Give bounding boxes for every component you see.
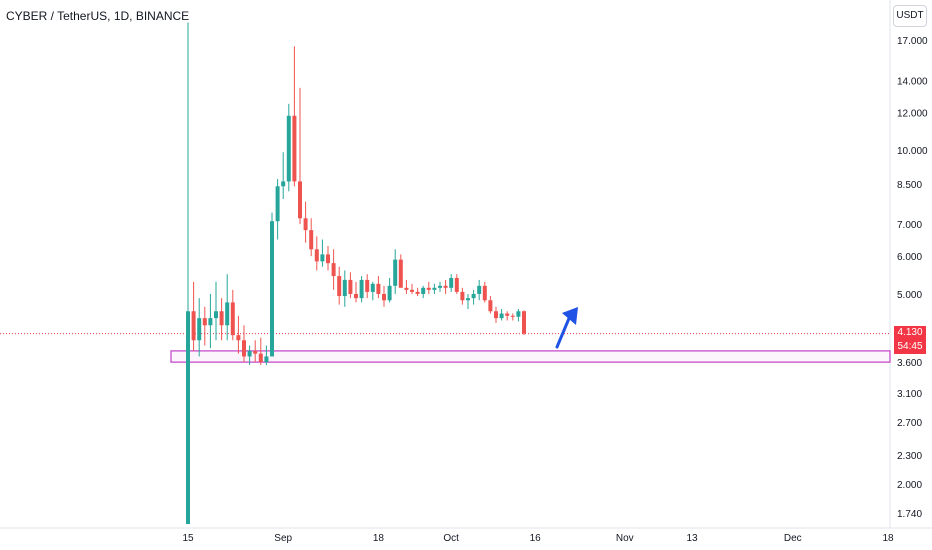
y-tick-label: 12.000 bbox=[897, 108, 928, 119]
candle-body bbox=[354, 293, 358, 299]
y-tick-label: 5.000 bbox=[897, 290, 922, 301]
candle-body bbox=[449, 277, 454, 288]
candle-body bbox=[186, 311, 190, 525]
y-tick-label: 2.300 bbox=[897, 451, 922, 462]
y-tick-label: 2.700 bbox=[897, 418, 922, 429]
candle-body bbox=[242, 340, 246, 357]
candle-body bbox=[258, 353, 263, 363]
candle-body bbox=[214, 311, 218, 319]
x-tick-label: 15 bbox=[182, 533, 194, 544]
candle-body bbox=[309, 230, 314, 250]
candle-body bbox=[314, 249, 319, 262]
y-tick-label: 14.000 bbox=[897, 76, 928, 87]
candle-body bbox=[443, 285, 448, 288]
y-tick-label: 7.000 bbox=[897, 220, 922, 231]
x-tick-label: 13 bbox=[686, 533, 698, 544]
candle-body bbox=[348, 279, 353, 294]
y-tick-label: 17.000 bbox=[897, 36, 928, 47]
candle-body bbox=[365, 279, 370, 292]
candle-body bbox=[286, 115, 291, 182]
candle-body bbox=[191, 311, 196, 341]
chart-title: CYBER / TetherUS, 1D, BINANCE bbox=[6, 9, 190, 23]
x-tick-label: Oct bbox=[443, 533, 459, 544]
candle-body bbox=[516, 311, 521, 317]
y-tick-label: 2.000 bbox=[897, 480, 922, 491]
candle-body bbox=[208, 318, 213, 326]
candle-body bbox=[270, 221, 274, 357]
candle-body bbox=[219, 311, 224, 326]
x-tick-label: Nov bbox=[616, 533, 634, 544]
x-tick-label: 16 bbox=[530, 533, 542, 544]
candle-body bbox=[393, 259, 398, 286]
candle-body bbox=[499, 313, 504, 319]
candle-body bbox=[466, 298, 470, 301]
candle-body bbox=[398, 259, 403, 288]
candle-body bbox=[522, 311, 526, 334]
candle-body bbox=[303, 218, 308, 231]
x-tick-label: Sep bbox=[274, 533, 292, 544]
candle-body bbox=[337, 276, 342, 297]
candle-body bbox=[410, 289, 414, 292]
last-price-tag: 4.130 bbox=[894, 326, 926, 340]
currency-button[interactable]: USDT bbox=[893, 5, 927, 27]
candle-body bbox=[438, 285, 442, 288]
x-tick-label: 18 bbox=[882, 533, 894, 544]
candle-body bbox=[387, 285, 392, 301]
y-tick-label: 3.600 bbox=[897, 358, 922, 369]
candle-body bbox=[432, 287, 437, 290]
candle-body bbox=[404, 287, 409, 290]
candle-body bbox=[197, 318, 202, 341]
y-tick-label: 3.100 bbox=[897, 389, 922, 400]
candle-body bbox=[505, 313, 510, 316]
candle-body bbox=[454, 277, 459, 292]
candle-body bbox=[292, 115, 297, 182]
candle-body bbox=[225, 302, 230, 326]
candle-body bbox=[471, 293, 476, 299]
candle-body bbox=[376, 283, 381, 294]
candle-body bbox=[342, 279, 347, 297]
candle-body bbox=[415, 291, 420, 294]
candle-body bbox=[202, 318, 207, 326]
candle-body bbox=[230, 302, 235, 336]
x-tick-label: 18 bbox=[373, 533, 385, 544]
candle-body bbox=[488, 300, 493, 312]
y-tick-label: 1.740 bbox=[897, 509, 922, 520]
candle-body bbox=[320, 254, 325, 262]
y-tick-label: 8.500 bbox=[897, 180, 922, 191]
candle-body bbox=[236, 335, 241, 341]
candle-body bbox=[370, 283, 375, 292]
annotation-arrow-head bbox=[562, 307, 578, 325]
candle-body bbox=[382, 293, 386, 301]
candle-body bbox=[326, 254, 330, 264]
annotation-arrow-shaft bbox=[555, 314, 572, 349]
candle-body bbox=[264, 356, 269, 363]
candle-body bbox=[275, 186, 280, 222]
candle-body bbox=[298, 181, 302, 219]
candle-body bbox=[281, 181, 286, 187]
countdown-tag: 54:45 bbox=[894, 340, 926, 354]
candle-body bbox=[253, 350, 258, 354]
support-zone bbox=[170, 350, 891, 363]
candle-body bbox=[247, 350, 252, 357]
candle-body bbox=[421, 287, 426, 294]
candle-body bbox=[477, 285, 482, 294]
candle-body bbox=[460, 291, 465, 301]
x-tick-label: Dec bbox=[784, 533, 802, 544]
y-tick-label: 6.000 bbox=[897, 252, 922, 263]
candle-body bbox=[482, 285, 487, 301]
candle-body bbox=[426, 287, 431, 290]
candle-body bbox=[331, 263, 336, 277]
candle-body bbox=[510, 315, 515, 317]
y-tick-label: 10.000 bbox=[897, 146, 928, 157]
candle-body bbox=[494, 311, 498, 319]
candle-body bbox=[359, 279, 364, 299]
